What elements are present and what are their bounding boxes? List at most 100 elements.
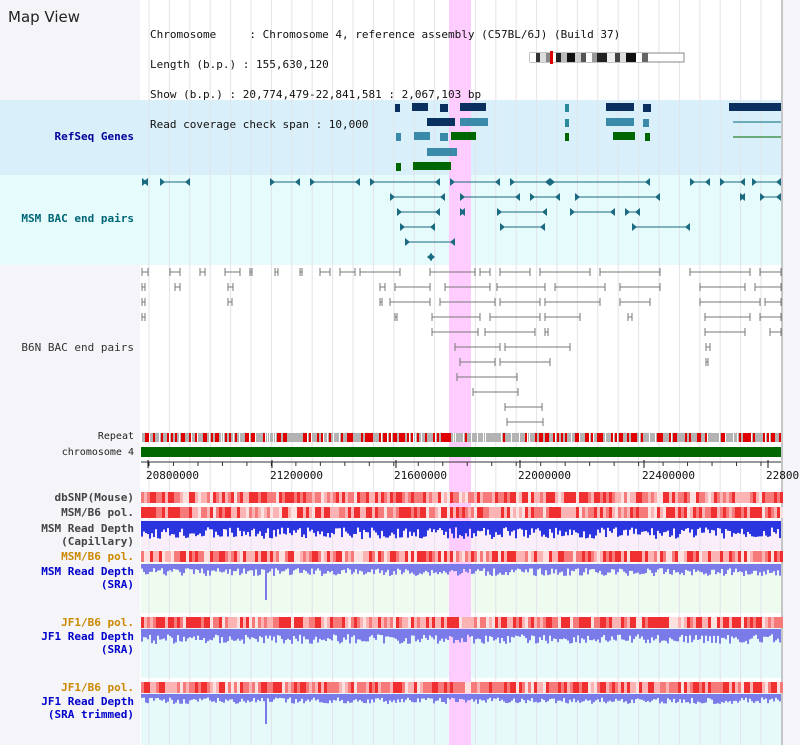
repeat-mark — [743, 433, 745, 442]
msm-cap-depth-bar — [699, 521, 701, 528]
dbsnp-heat — [528, 492, 531, 503]
msm-b6-pol-heat — [516, 551, 519, 562]
jf1-sra-depth-bar — [693, 629, 695, 640]
dbsnp-heat — [555, 492, 558, 503]
dbsnp-heat — [714, 492, 717, 503]
jf1-b6-pol-heat — [759, 682, 762, 693]
jf1-sra-depth-bar — [621, 629, 623, 640]
jf1-trim-depth-bar — [283, 694, 285, 699]
msm-b6-pol-heat — [576, 551, 579, 562]
jf1-sra-depth-bar — [561, 629, 563, 640]
jf1-b6-pol-heat — [504, 682, 507, 693]
dbsnp-heat — [651, 492, 654, 503]
jf1-sra-depth-bar — [287, 629, 289, 639]
jf1-trim-depth-bar — [565, 694, 567, 703]
track-label-refseq[interactable]: RefSeq Genes — [54, 130, 134, 143]
jf1-sra-depth-bar — [271, 629, 273, 641]
msm-cap-depth-bar — [295, 521, 297, 533]
dbsnp-heat — [618, 492, 621, 503]
dbsnp-heat — [705, 492, 708, 503]
jf1-sra-depth-bar — [529, 629, 531, 641]
repeat-mark — [421, 433, 422, 442]
msm-b6-pol-heat — [156, 551, 159, 562]
dbsnp-heat — [354, 492, 357, 503]
jf1-b6-pol-heat — [768, 617, 771, 628]
dbsnp-heat — [537, 492, 540, 503]
msm-sra-depth-bar — [331, 564, 333, 571]
msm-sra-depth-bar — [607, 564, 609, 573]
jf1-b6-pol-heat — [582, 682, 585, 693]
jf1-sra-depth-bar — [595, 629, 597, 642]
jf1-b6-pol-heat — [690, 617, 693, 628]
msm-b6-pol-heat — [432, 507, 435, 518]
repeat-mark — [215, 433, 217, 442]
repeat-mark — [449, 433, 451, 442]
msm-bac-end — [540, 223, 545, 231]
msm-cap-depth-bar — [459, 521, 461, 535]
msm-sra-depth-bar — [545, 564, 547, 571]
jf1-trim-depth-bar — [677, 694, 679, 703]
dbsnp-heat — [435, 492, 438, 503]
refseq-gene — [613, 132, 635, 140]
jf1-sra-depth-bar — [199, 629, 201, 640]
msm-b6-pol-heat — [225, 507, 228, 518]
jf1-b6-pol-heat — [243, 682, 246, 693]
msm-cap-depth-bar — [239, 521, 241, 531]
msm-b6-pol-heat — [321, 507, 324, 518]
msm-sra-depth-bar — [551, 564, 553, 569]
jf1-trim-depth-bar — [369, 694, 371, 704]
msm-cap-depth-bar — [669, 521, 671, 537]
jf1-b6-pol-heat — [312, 617, 315, 628]
jf1-trim-depth-bar — [333, 694, 335, 700]
jf1-trim-depth-bar — [545, 694, 547, 703]
jf1-trim-depth-bar — [709, 694, 711, 699]
msm-cap-depth-bar — [617, 521, 619, 537]
jf1-b6-pol-heat — [654, 682, 657, 693]
jf1-sra-depth-bar — [679, 629, 681, 637]
msm-cap-depth-bar — [237, 521, 239, 528]
msm-b6-pol-heat — [312, 507, 315, 518]
dbsnp-heat — [402, 492, 405, 503]
dbsnp-heat — [420, 492, 423, 503]
repeat-mark — [279, 433, 281, 442]
msm-cap-depth-bar — [191, 521, 193, 534]
msm-b6-pol-heat — [168, 551, 171, 562]
jf1-b6-pol-heat — [567, 617, 570, 628]
jf1-b6-pol-heat — [168, 682, 171, 693]
jf1-b6-pol-heat — [270, 682, 273, 693]
jf1-b6-pol-heat — [207, 682, 210, 693]
dbsnp-heat — [360, 492, 363, 503]
msm-b6-pol-heat — [258, 551, 261, 562]
msm-b6-pol-heat — [651, 507, 654, 518]
msm-sra-depth-bar — [399, 564, 401, 570]
jf1-b6-pol-heat — [585, 617, 588, 628]
jf1-b6-pol-heat — [447, 617, 450, 628]
msm-b6-pol-heat — [579, 551, 582, 562]
jf1-b6-pol-heat — [480, 682, 483, 693]
ideogram-band — [561, 53, 567, 62]
msm-cap-depth-bar — [625, 521, 627, 530]
msm-sra-depth-bar — [573, 564, 575, 572]
track-label-b6n-bac[interactable]: B6N BAC end pairs — [21, 341, 134, 354]
msm-cap-depth-bar — [689, 521, 691, 533]
msm-cap-depth-bar — [713, 521, 715, 531]
jf1-trim-depth-bar — [721, 694, 723, 702]
jf1-b6-pol-heat — [486, 682, 489, 693]
dbsnp-heat — [207, 492, 210, 503]
msm-b6-pol-heat — [513, 551, 516, 562]
jf1-trim-depth-bar — [501, 694, 503, 700]
repeat-mark — [535, 433, 537, 442]
msm-cap-depth-bar — [365, 521, 367, 533]
msm-b6-pol-heat — [750, 507, 753, 518]
dbsnp-heat — [603, 492, 606, 503]
jf1-trim-depth-bar — [671, 694, 673, 703]
track-label-msm-bac[interactable]: MSM BAC end pairs — [21, 212, 134, 225]
jf1-trim-depth-bar — [205, 694, 207, 699]
ideogram-band — [581, 53, 586, 62]
msm-b6-pol-heat — [735, 551, 738, 562]
msm-b6-pol-heat — [300, 507, 303, 518]
jf1-trim-depth-bar — [771, 694, 773, 699]
msm-b6-pol-heat — [552, 551, 555, 562]
dbsnp-heat — [675, 492, 678, 503]
